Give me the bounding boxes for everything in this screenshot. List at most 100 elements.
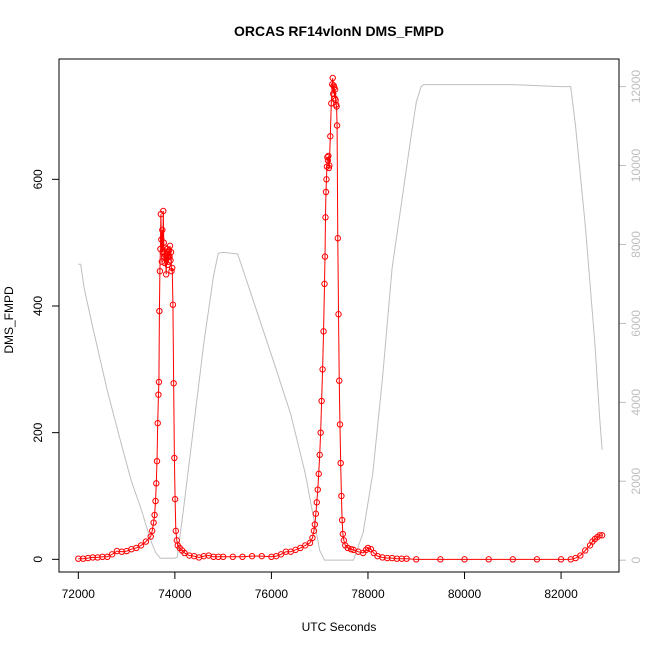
data-point bbox=[327, 133, 334, 140]
data-point bbox=[339, 530, 347, 538]
data-point bbox=[148, 527, 156, 535]
data-point bbox=[403, 555, 410, 562]
data-point bbox=[393, 555, 401, 562]
data-point bbox=[155, 391, 162, 398]
data-point bbox=[156, 307, 163, 315]
data-point bbox=[84, 554, 92, 562]
x-tick-label: 78000 bbox=[351, 587, 385, 601]
data-point bbox=[169, 301, 177, 308]
data-point bbox=[166, 253, 173, 260]
data-point bbox=[153, 457, 161, 465]
plot-frame bbox=[58, 58, 620, 573]
data-point bbox=[320, 328, 327, 335]
data-point bbox=[186, 552, 193, 559]
data-point bbox=[344, 544, 351, 552]
data-point bbox=[325, 152, 332, 160]
data-point bbox=[413, 556, 420, 563]
data-point bbox=[370, 549, 377, 557]
data-point bbox=[133, 544, 140, 552]
data-point bbox=[151, 511, 158, 519]
data-point bbox=[398, 555, 405, 562]
y2-tick-label: 12000 bbox=[629, 70, 643, 104]
data-point bbox=[533, 556, 541, 563]
data-point bbox=[153, 480, 160, 487]
data-point bbox=[557, 556, 565, 563]
data-point bbox=[79, 555, 87, 562]
data-point bbox=[326, 162, 333, 169]
data-point bbox=[596, 532, 603, 539]
data-point bbox=[309, 534, 316, 541]
y2-tick-label: 6000 bbox=[629, 310, 643, 337]
y-tick-label: 0 bbox=[31, 556, 45, 563]
data-point bbox=[168, 267, 175, 275]
data-point bbox=[319, 366, 326, 373]
data-point bbox=[171, 454, 178, 462]
data-point bbox=[239, 553, 246, 560]
data-point bbox=[332, 96, 339, 104]
data-point bbox=[314, 486, 321, 493]
data-point bbox=[317, 429, 324, 436]
data-point bbox=[277, 551, 285, 558]
data-point bbox=[172, 527, 180, 535]
data-point bbox=[118, 548, 125, 555]
data-point bbox=[165, 247, 173, 254]
data-point bbox=[113, 547, 121, 555]
data-point bbox=[315, 470, 322, 478]
data-point bbox=[142, 538, 150, 545]
data-point bbox=[89, 554, 96, 561]
data-point bbox=[248, 552, 256, 560]
data-point bbox=[331, 86, 339, 93]
data-point bbox=[461, 556, 468, 563]
chart-title: ORCAS RF14vlonN DMS_FMPD bbox=[234, 23, 444, 39]
data-point bbox=[335, 311, 342, 318]
data-point bbox=[302, 542, 309, 549]
data-point bbox=[268, 553, 275, 560]
data-point bbox=[154, 419, 161, 427]
y-tick-label: 600 bbox=[31, 169, 45, 189]
data-point bbox=[167, 257, 174, 264]
data-point bbox=[313, 499, 320, 506]
data-point bbox=[336, 377, 343, 384]
data-point bbox=[336, 421, 344, 428]
data-point bbox=[329, 74, 336, 82]
data-point bbox=[229, 553, 236, 560]
data-point bbox=[170, 380, 177, 387]
data-point bbox=[338, 492, 345, 500]
data-point bbox=[137, 542, 145, 549]
data-point bbox=[333, 103, 340, 110]
x-axis-label: UTC Seconds bbox=[302, 620, 377, 634]
y2-tick-label: 4000 bbox=[629, 389, 643, 416]
y2-tick-label: 0 bbox=[629, 557, 643, 564]
y-axis-label: DMS_FMPD bbox=[2, 286, 16, 354]
data-point bbox=[321, 253, 329, 260]
data-point bbox=[282, 548, 290, 555]
altitude-line bbox=[78, 84, 603, 561]
data-point bbox=[156, 267, 164, 275]
data-point bbox=[155, 378, 163, 386]
data-point bbox=[364, 544, 372, 552]
data-point bbox=[159, 226, 166, 234]
data-point bbox=[329, 81, 336, 88]
data-point bbox=[323, 176, 330, 183]
data-point bbox=[169, 264, 176, 272]
data-point bbox=[181, 549, 188, 557]
y-tick-label: 200 bbox=[31, 422, 45, 442]
data-point bbox=[325, 164, 333, 172]
data-point bbox=[384, 554, 391, 562]
data-point bbox=[324, 153, 331, 161]
data-point bbox=[388, 554, 396, 562]
y2-tick-label: 8000 bbox=[629, 231, 643, 258]
data-point bbox=[509, 556, 516, 563]
x-tick-label: 72000 bbox=[62, 587, 96, 601]
data-point bbox=[210, 553, 217, 560]
data-point bbox=[167, 248, 175, 256]
data-point bbox=[258, 552, 265, 560]
data-point bbox=[577, 552, 584, 559]
data-point bbox=[322, 214, 329, 221]
data-point bbox=[316, 451, 323, 459]
data-point bbox=[338, 516, 346, 524]
data-point bbox=[99, 553, 106, 560]
data-point bbox=[362, 546, 370, 554]
data-point bbox=[164, 261, 171, 269]
data-point bbox=[215, 553, 222, 560]
